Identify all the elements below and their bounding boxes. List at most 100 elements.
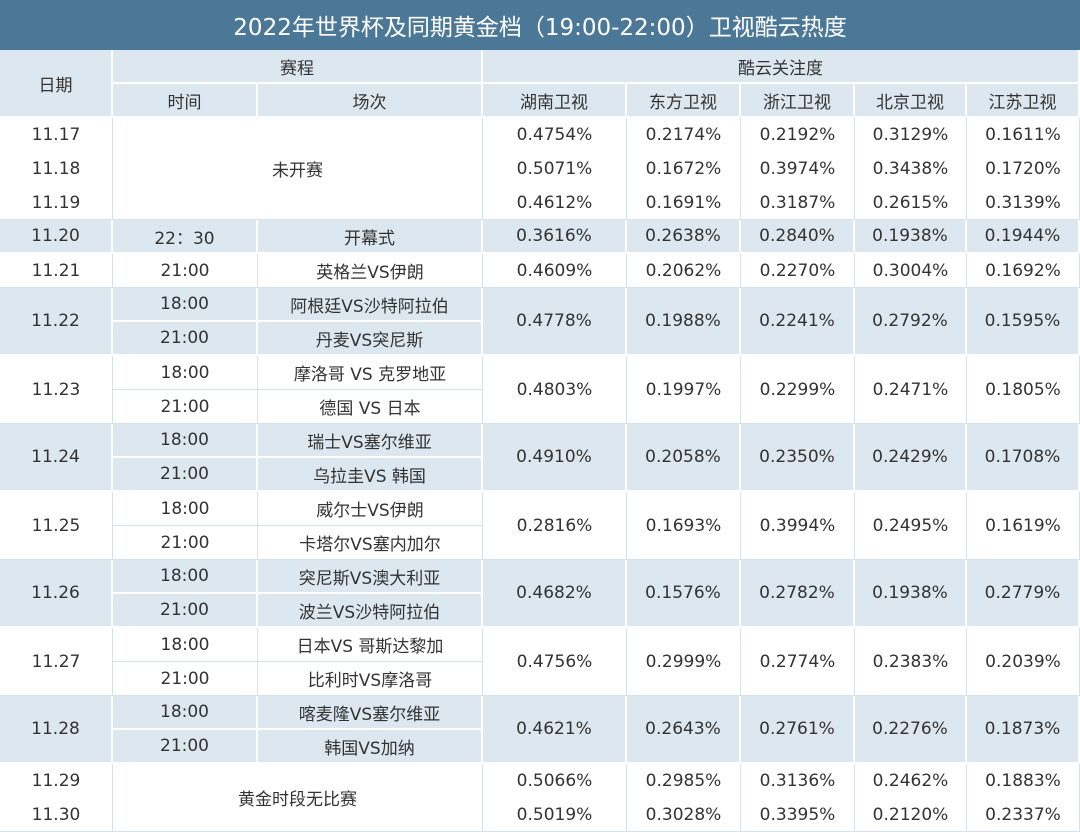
heat-cell: 0.5019% (483, 798, 627, 832)
heat-cell: 0.1672% (627, 152, 741, 186)
heat-cell: 0.1805% (967, 356, 1080, 424)
match-cell: 英格兰VS伊朗 (258, 254, 483, 288)
heat-cell: 0.4682% (483, 560, 627, 628)
heat-cell: 0.2471% (855, 356, 967, 424)
match-cell: 韩国VS加纳 (258, 730, 483, 764)
heat-cell: 0.5066% (483, 764, 627, 798)
header-cell: 江苏卫视 (967, 84, 1080, 118)
match-cell: 阿根廷VS沙特阿拉伯 (258, 288, 483, 322)
header-cell: 日期 (0, 50, 113, 118)
header-cell: 场次 (258, 84, 483, 118)
heat-cell: 0.2774% (741, 628, 855, 696)
heat-cell: 0.2350% (741, 424, 855, 492)
heat-cell: 0.1576% (627, 560, 741, 628)
header-cell: 赛程 (113, 50, 483, 84)
match-cell: 卡塔尔VS塞内加尔 (258, 526, 483, 560)
heat-cell: 0.3395% (741, 798, 855, 832)
heat-cell: 0.1988% (627, 288, 741, 356)
heat-cell: 0.1883% (967, 764, 1080, 798)
header-cell: 浙江卫视 (741, 84, 855, 118)
heat-cell: 0.2643% (627, 696, 741, 764)
heat-cell: 0.3139% (967, 186, 1080, 220)
heat-cell: 0.2192% (741, 118, 855, 152)
time-cell: 21:00 (113, 594, 258, 628)
heat-cell: 0.2792% (855, 288, 967, 356)
date-cell: 11.23 (0, 356, 113, 424)
header-cell: 酷云关注度 (483, 50, 1080, 84)
heat-cell: 0.2241% (741, 288, 855, 356)
heat-cell: 0.3438% (855, 152, 967, 186)
heat-cell: 0.3004% (855, 254, 967, 288)
heat-cell: 0.2039% (967, 628, 1080, 696)
match-cell: 开幕式 (258, 220, 483, 254)
heat-cell: 0.3129% (855, 118, 967, 152)
date-cell: 11.26 (0, 560, 113, 628)
date-cell: 11.21 (0, 254, 113, 288)
time-cell: 18:00 (113, 424, 258, 458)
heat-cell: 0.1595% (967, 288, 1080, 356)
match-cell: 德国 VS 日本 (258, 390, 483, 424)
date-cell: 11.17 (0, 118, 113, 152)
match-cell: 瑞士VS塞尔维亚 (258, 424, 483, 458)
heat-cell: 0.3974% (741, 152, 855, 186)
time-cell: 18:00 (113, 560, 258, 594)
heat-cell: 0.1938% (855, 560, 967, 628)
heat-cell: 0.2779% (967, 560, 1080, 628)
heat-cell: 0.1873% (967, 696, 1080, 764)
heat-cell: 0.2816% (483, 492, 627, 560)
date-cell: 11.25 (0, 492, 113, 560)
heat-cell: 0.4910% (483, 424, 627, 492)
date-cell: 11.28 (0, 696, 113, 764)
heat-cell: 0.1691% (627, 186, 741, 220)
match-cell: 乌拉圭VS 韩国 (258, 458, 483, 492)
heat-cell: 0.1708% (967, 424, 1080, 492)
heat-cell: 0.2782% (741, 560, 855, 628)
heat-cell: 0.1693% (627, 492, 741, 560)
note-cell: 未开赛 (113, 118, 483, 220)
date-cell: 11.24 (0, 424, 113, 492)
match-cell: 比利时VS摩洛哥 (258, 662, 483, 696)
heat-cell: 0.2985% (627, 764, 741, 798)
heat-cell: 0.2120% (855, 798, 967, 832)
time-cell: 18:00 (113, 288, 258, 322)
match-cell: 丹麦VS突尼斯 (258, 322, 483, 356)
heat-cell: 0.2615% (855, 186, 967, 220)
header-cell: 湖南卫视 (483, 84, 627, 118)
heat-cell: 0.2058% (627, 424, 741, 492)
header-cell: 东方卫视 (627, 84, 741, 118)
heat-cell: 0.1944% (967, 220, 1080, 254)
date-cell: 11.22 (0, 288, 113, 356)
match-cell: 摩洛哥 VS 克罗地亚 (258, 356, 483, 390)
header-cell: 北京卫视 (855, 84, 967, 118)
heat-cell: 0.4754% (483, 118, 627, 152)
date-cell: 11.29 (0, 764, 113, 798)
match-cell: 威尔士VS伊朗 (258, 492, 483, 526)
heat-cell: 0.4756% (483, 628, 627, 696)
time-cell: 18:00 (113, 356, 258, 390)
heat-cell: 0.1720% (967, 152, 1080, 186)
heat-cell: 0.4778% (483, 288, 627, 356)
time-cell: 21:00 (113, 526, 258, 560)
date-cell: 11.30 (0, 798, 113, 832)
heat-cell: 0.3136% (741, 764, 855, 798)
heat-cell: 0.2495% (855, 492, 967, 560)
heat-cell: 0.4609% (483, 254, 627, 288)
heat-cell: 0.4621% (483, 696, 627, 764)
heat-cell: 0.4803% (483, 356, 627, 424)
match-cell: 突尼斯VS澳大利亚 (258, 560, 483, 594)
heat-cell: 0.4612% (483, 186, 627, 220)
time-cell: 21:00 (113, 730, 258, 764)
time-cell: 18:00 (113, 696, 258, 730)
note-cell: 黄金时段无比赛 (113, 764, 483, 832)
date-cell: 11.19 (0, 186, 113, 220)
heat-cell: 0.1619% (967, 492, 1080, 560)
time-cell: 21:00 (113, 390, 258, 424)
heat-cell: 0.2638% (627, 220, 741, 254)
heat-cell: 0.2299% (741, 356, 855, 424)
time-cell: 18:00 (113, 628, 258, 662)
date-cell: 11.18 (0, 152, 113, 186)
date-cell: 11.20 (0, 220, 113, 254)
time-cell: 22：30 (113, 220, 258, 254)
match-cell: 喀麦隆VS塞尔维亚 (258, 696, 483, 730)
